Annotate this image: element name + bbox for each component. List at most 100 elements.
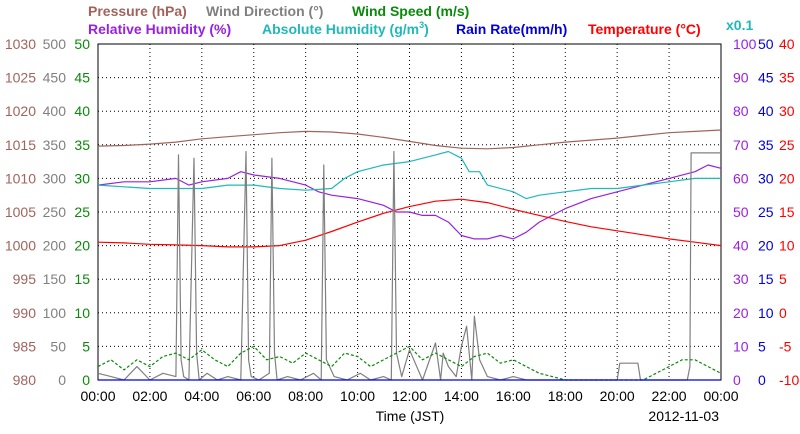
series-absolute-humidity xyxy=(97,150,721,200)
legend-relative-humidity: Relative Humidity (%) xyxy=(88,21,231,37)
y-tick-label-rain-rate: 30 xyxy=(758,170,774,186)
y-tick-label-rain-rate: 45 xyxy=(758,70,774,86)
y-tick-label-temperature: 20 xyxy=(779,170,795,186)
y-tick-label-rain-rate: 20 xyxy=(758,238,774,254)
y-tick-label-pressure: 1025 xyxy=(5,70,36,86)
y-tick-label-wind-speed: 40 xyxy=(74,103,90,119)
y-tick-label-rain-rate: 0 xyxy=(758,372,766,388)
y-tick-label-pressure: 1015 xyxy=(5,137,36,153)
y-tick-label-wind-speed: 10 xyxy=(74,305,90,321)
y-tick-label-rain-rate: 15 xyxy=(758,271,774,287)
x-tick-label: 08:00 xyxy=(288,388,323,404)
y-tick-label-pressure: 1010 xyxy=(5,170,36,186)
y-tick-label-temperature: 30 xyxy=(779,103,795,119)
series-wind-direction xyxy=(97,150,721,381)
y-tick-label-wind-speed: 20 xyxy=(74,238,90,254)
y-tick-label-temperature: 40 xyxy=(779,36,795,52)
x-tick-label: 00:00 xyxy=(703,388,738,404)
x-tick-label: 04:00 xyxy=(184,388,219,404)
legend-absolute-humidity: Absolute Humidity (g/m3) xyxy=(262,20,429,37)
x-tick-label: 10:00 xyxy=(340,388,375,404)
chart-date: 2012-11-03 xyxy=(648,408,719,424)
y-tick-label-relative-humidity: 20 xyxy=(733,305,749,321)
grid xyxy=(98,44,721,380)
x-tick-label: 06:00 xyxy=(236,388,271,404)
y-tick-label-wind-direction: 150 xyxy=(43,271,67,287)
y-tick-label-pressure: 990 xyxy=(13,305,37,321)
y-tick-label-temperature: 5 xyxy=(779,271,787,287)
x-tick-label: 22:00 xyxy=(652,388,687,404)
series-relative-humidity xyxy=(97,164,722,240)
y-tick-label-relative-humidity: 0 xyxy=(733,372,741,388)
y-tick-label-wind-direction: 500 xyxy=(43,36,67,52)
series-pressure xyxy=(97,129,722,150)
y-tick-label-rain-rate: 40 xyxy=(758,103,774,119)
y-tick-label-wind-speed: 15 xyxy=(74,271,90,287)
y-tick-label-rain-rate: 5 xyxy=(758,338,766,354)
y-tick-label-wind-direction: 100 xyxy=(43,305,67,321)
x-tick-label: 20:00 xyxy=(600,388,635,404)
y-tick-label-wind-direction: 300 xyxy=(43,170,67,186)
y-tick-label-pressure: 980 xyxy=(13,372,37,388)
y-tick-label-relative-humidity: 40 xyxy=(733,238,749,254)
y-tick-label-wind-speed: 0 xyxy=(82,372,90,388)
y-tick-label-rain-rate: 10 xyxy=(758,305,774,321)
legend-pressure: Pressure (hPa) xyxy=(88,3,187,19)
y-tick-label-relative-humidity: 30 xyxy=(733,271,749,287)
y-tick-label-relative-humidity: 60 xyxy=(733,170,749,186)
legend-multiplier: x0.1 xyxy=(726,17,753,33)
y-tick-label-relative-humidity: 100 xyxy=(733,36,757,52)
y-tick-label-wind-speed: 25 xyxy=(74,204,90,220)
y-tick-label-temperature: -10 xyxy=(779,372,799,388)
y-tick-label-relative-humidity: 90 xyxy=(733,70,749,86)
x-tick-label: 02:00 xyxy=(132,388,167,404)
series-temperature xyxy=(97,198,722,248)
y-tick-label-wind-speed: 5 xyxy=(82,338,90,354)
y-tick-label-relative-humidity: 80 xyxy=(733,103,749,119)
y-tick-label-pressure: 1030 xyxy=(5,36,36,52)
y-tick-label-rain-rate: 35 xyxy=(758,137,774,153)
x-tick-label: 18:00 xyxy=(548,388,583,404)
y-tick-label-wind-speed: 45 xyxy=(74,70,90,86)
y-tick-label-rain-rate: 25 xyxy=(758,204,774,220)
x-tick-label: 16:00 xyxy=(496,388,531,404)
legend-absolute-humidity-suffix: ) xyxy=(424,21,429,37)
y-tick-label-wind-direction: 400 xyxy=(43,103,67,119)
y-tick-label-temperature: 35 xyxy=(779,70,795,86)
x-axis-label: Time (JST) xyxy=(376,408,445,424)
legend-temperature: Temperature (°C) xyxy=(588,21,701,37)
y-tick-label-wind-direction: 350 xyxy=(43,137,67,153)
y-tick-label-pressure: 1005 xyxy=(5,204,36,220)
y-tick-label-wind-direction: 450 xyxy=(43,70,67,86)
legend-wind-direction: Wind Direction (°) xyxy=(206,3,323,19)
y-tick-label-pressure: 995 xyxy=(13,271,37,287)
y-tick-label-wind-direction: 50 xyxy=(50,338,66,354)
x-tick-label: 00:00 xyxy=(80,388,115,404)
y-tick-label-wind-speed: 35 xyxy=(74,137,90,153)
y-axis-tick-labels: 1030102510201015101010051000995990985980… xyxy=(5,36,800,388)
y-tick-label-relative-humidity: 10 xyxy=(733,338,749,354)
x-axis-tick-labels: 00:00 02:00 04:00 06:00 08:00 10:00 12:00 14:00… xyxy=(80,388,738,404)
y-tick-label-temperature: -5 xyxy=(779,338,792,354)
y-tick-label-pressure: 1020 xyxy=(5,103,36,119)
y-tick-label-temperature: 25 xyxy=(779,137,795,153)
y-tick-label-relative-humidity: 50 xyxy=(733,204,749,220)
y-tick-label-temperature: 10 xyxy=(779,238,795,254)
y-tick-label-rain-rate: 50 xyxy=(758,36,774,52)
y-tick-label-wind-direction: 200 xyxy=(43,238,67,254)
y-tick-label-temperature: 15 xyxy=(779,204,795,220)
y-tick-label-pressure: 1000 xyxy=(5,238,36,254)
y-tick-label-temperature: 0 xyxy=(779,305,787,321)
data-series xyxy=(97,129,722,381)
y-tick-label-wind-speed: 30 xyxy=(74,170,90,186)
x-tick-label: 14:00 xyxy=(444,388,479,404)
y-tick-label-wind-direction: 250 xyxy=(43,204,67,220)
legend-absolute-humidity-sup: 3 xyxy=(419,20,424,30)
legend-rain-rate: Rain Rate(mm/h) xyxy=(456,21,567,37)
legend-absolute-humidity-prefix: Absolute Humidity (g/m xyxy=(262,21,419,37)
y-tick-label-wind-speed: 50 xyxy=(74,36,90,52)
y-tick-label-wind-direction: 0 xyxy=(58,372,66,388)
y-tick-label-relative-humidity: 70 xyxy=(733,137,749,153)
legend-wind-speed: Wind Speed (m/s) xyxy=(352,3,469,19)
